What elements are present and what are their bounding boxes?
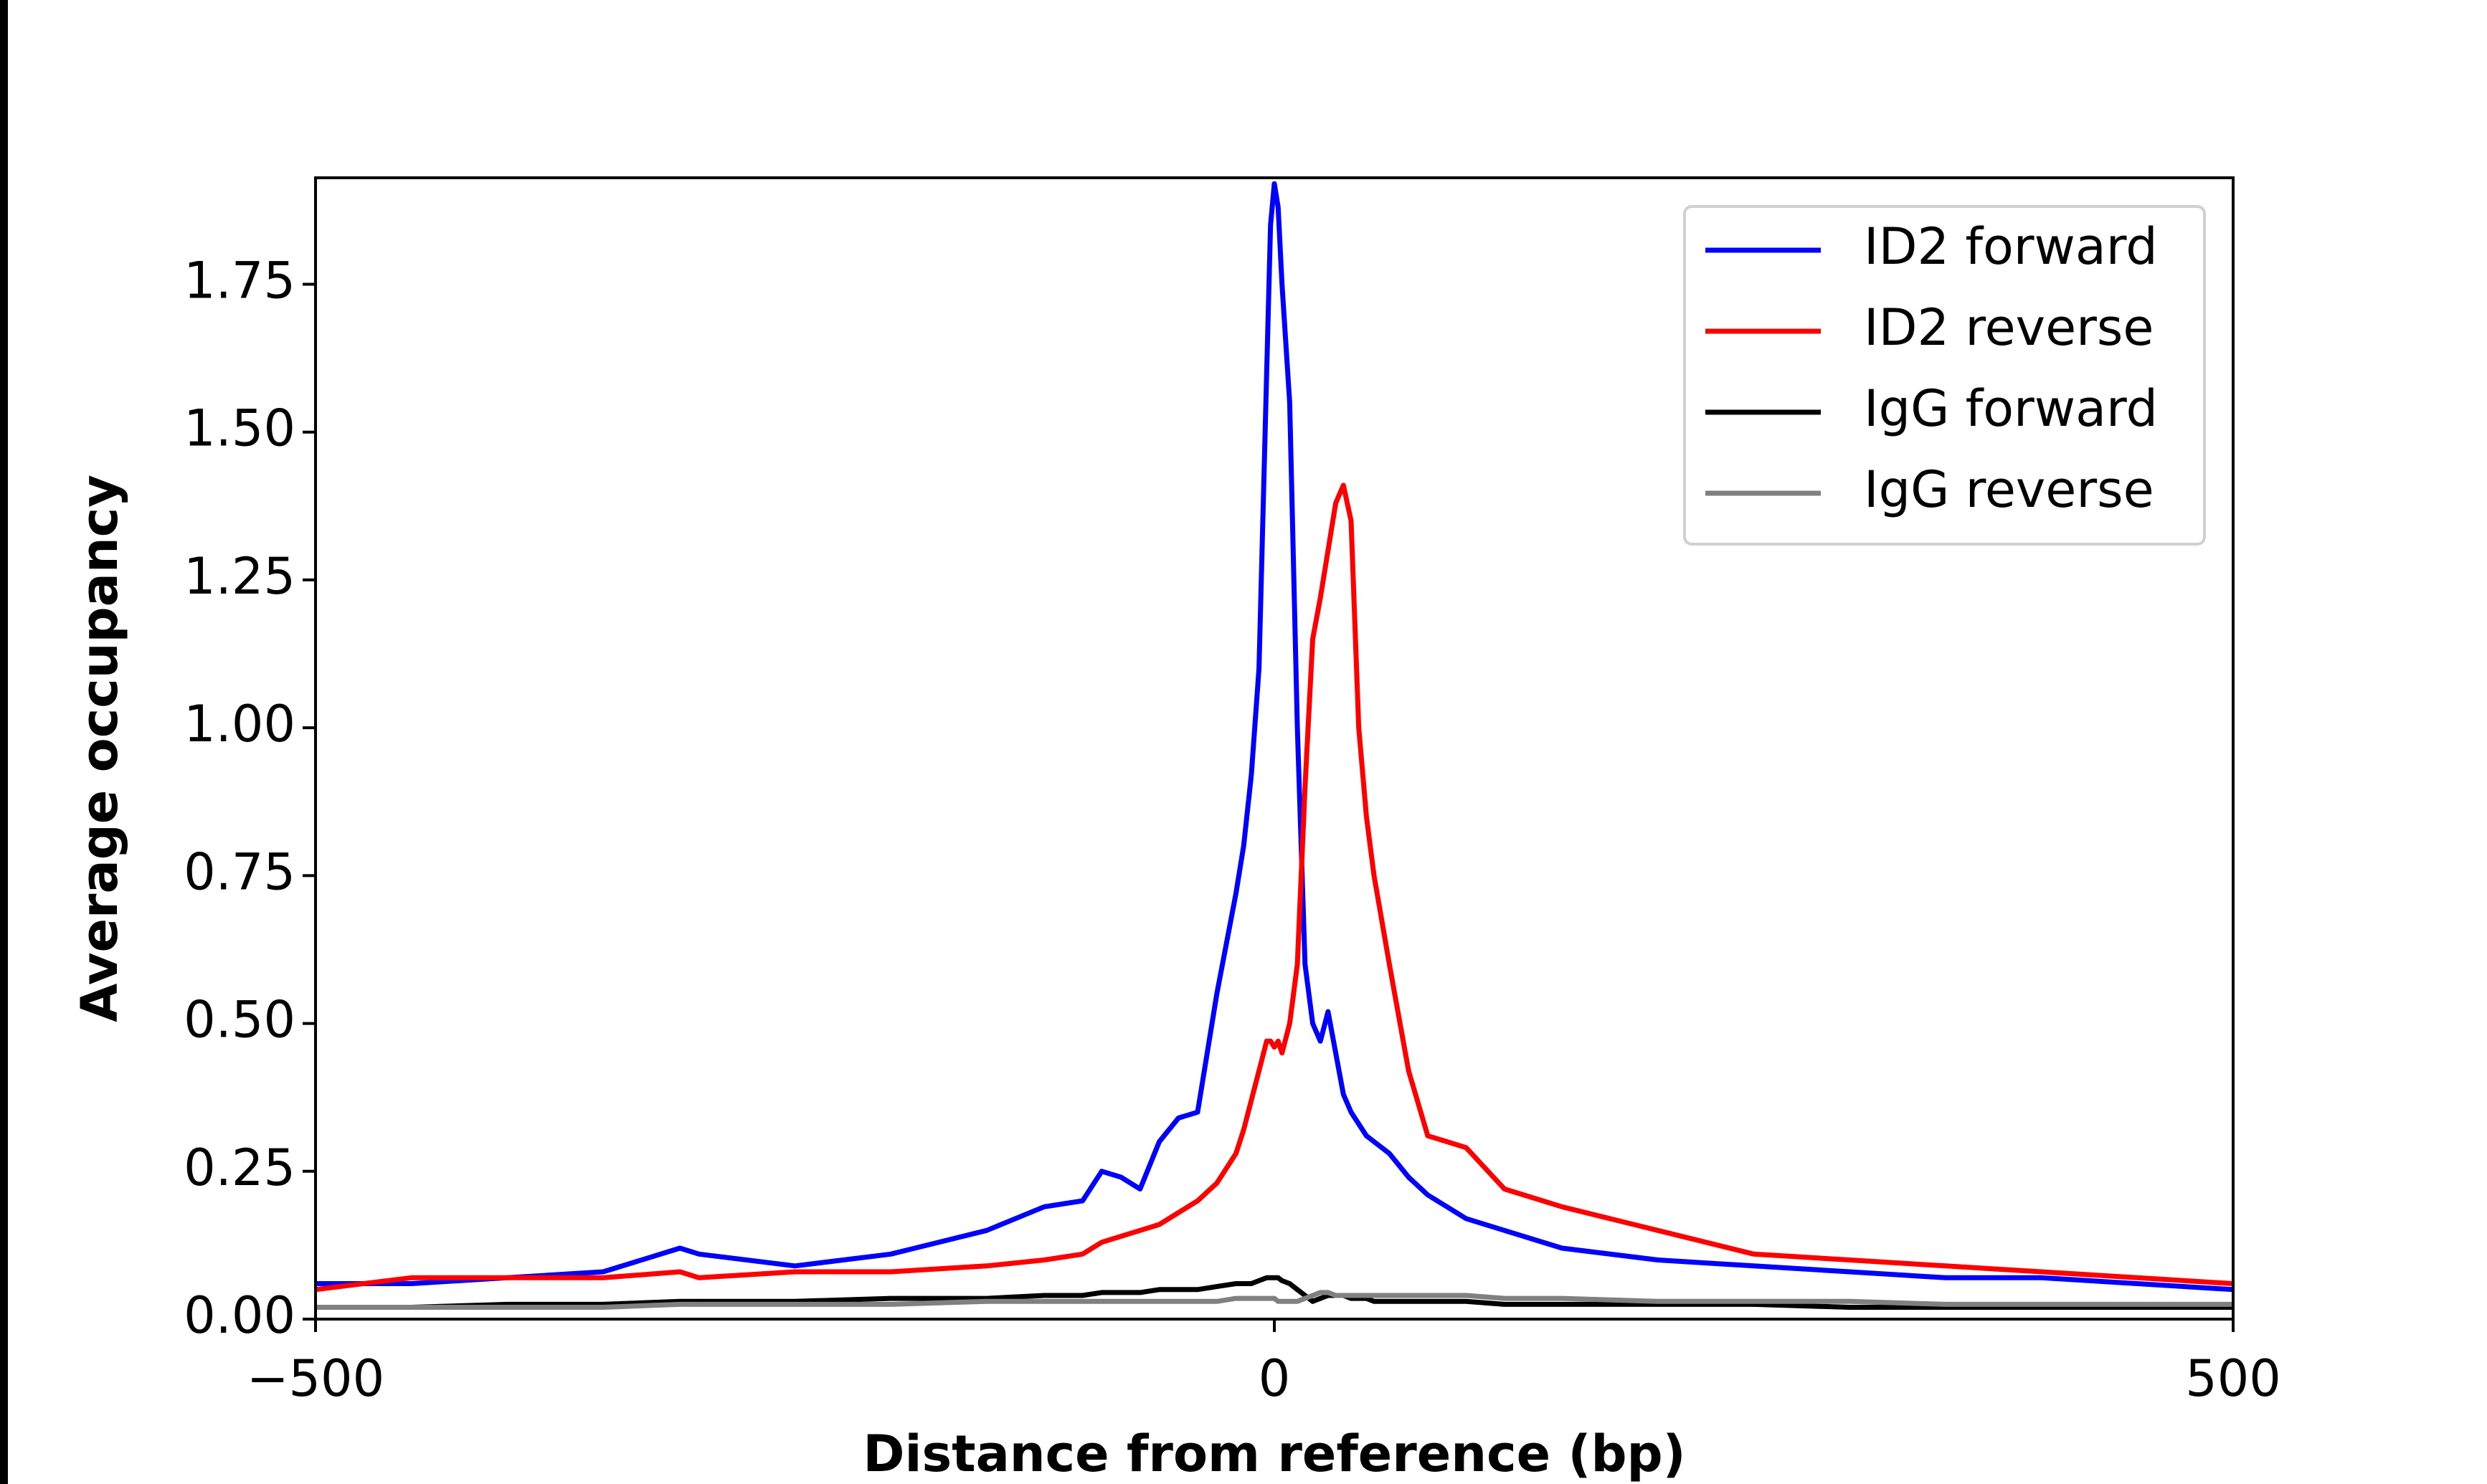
legend-label: IgG reverse — [1864, 460, 2154, 519]
x-axis-label: Distance from reference (bp) — [863, 1424, 1685, 1483]
data-line — [316, 1290, 2233, 1310]
plot-frame — [314, 176, 2235, 1321]
y-tick-label: 0.00 — [184, 1286, 295, 1345]
data-line — [315, 482, 2234, 1293]
data-line — [316, 181, 2234, 1293]
x-tick-label: −500 — [247, 1349, 384, 1408]
frame-edge — [0, 0, 8, 1484]
y-tick-label: 0.75 — [184, 842, 295, 901]
y-tick-label: 1.50 — [184, 399, 295, 458]
data-line — [316, 1275, 2233, 1310]
legend-label: IgG forward — [1864, 379, 2158, 438]
x-tick-label: 0 — [1259, 1349, 1291, 1408]
y-tick-label: 1.00 — [184, 695, 295, 753]
legend-label: ID2 forward — [1864, 217, 2158, 276]
x-tick-label: 500 — [2185, 1349, 2281, 1408]
y-tick-label: 1.75 — [184, 252, 295, 310]
legend-box — [1683, 205, 2206, 546]
y-tick-label: 0.50 — [184, 991, 295, 1050]
legend-label: ID2 reverse — [1864, 298, 2154, 357]
y-axis-label: Average occupancy — [70, 475, 129, 1022]
y-tick-label: 0.25 — [184, 1138, 295, 1197]
y-tick-label: 1.25 — [184, 547, 295, 606]
